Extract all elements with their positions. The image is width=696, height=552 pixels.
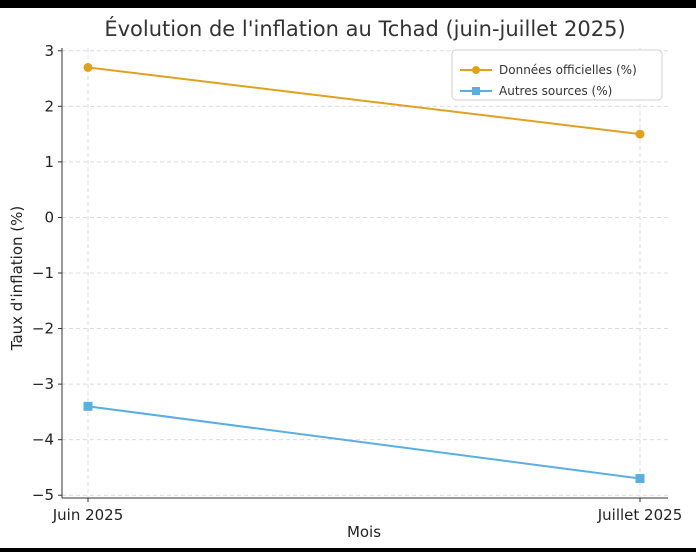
- y-tick-label: −1: [32, 264, 54, 282]
- y-tick-label: −2: [32, 320, 54, 338]
- legend-marker-circle: [472, 66, 480, 74]
- legend-label-1: Données officielles (%): [499, 63, 637, 77]
- legend-box: [451, 49, 663, 101]
- data-point-square: [635, 474, 645, 484]
- series-line-2: [87, 405, 641, 480]
- axes: [58, 48, 668, 502]
- y-tick-label: −4: [32, 431, 54, 449]
- data-point-circle: [635, 129, 645, 139]
- grid-lines: [62, 48, 668, 498]
- x-tick-label: Juin 2025: [52, 506, 124, 524]
- series-line-1: [87, 66, 641, 136]
- x-tick-label: Juillet 2025: [597, 506, 683, 524]
- y-axis-label: Taux d'inflation (%): [8, 206, 26, 351]
- y-tick-label: −3: [32, 375, 54, 393]
- legend: Données officielles (%) Autres sources (%…: [451, 49, 663, 101]
- x-axis-label: Mois: [347, 523, 381, 541]
- chart-title: Évolution de l'inflation au Tchad (juin-…: [104, 16, 625, 41]
- inflation-line-chart: Évolution de l'inflation au Tchad (juin-…: [8, 16, 683, 541]
- y-tick-label: 0: [44, 208, 54, 226]
- y-tick-label: 3: [44, 42, 54, 60]
- data-series: [83, 62, 645, 484]
- y-tick-labels: 3 2 1 0 −1 −2 −3 −4 −5: [32, 42, 54, 504]
- data-point-circle: [83, 62, 93, 72]
- y-tick-label: 1: [44, 153, 54, 171]
- y-tick-label: −5: [32, 486, 54, 504]
- chart-frame: Évolution de l'inflation au Tchad (juin-…: [0, 8, 696, 548]
- legend-label-2: Autres sources (%): [499, 84, 612, 98]
- data-point-square: [83, 401, 93, 411]
- y-tick-label: 2: [44, 97, 54, 115]
- x-tick-labels: Juin 2025 Juillet 2025: [52, 506, 683, 524]
- legend-marker-square: [472, 87, 480, 95]
